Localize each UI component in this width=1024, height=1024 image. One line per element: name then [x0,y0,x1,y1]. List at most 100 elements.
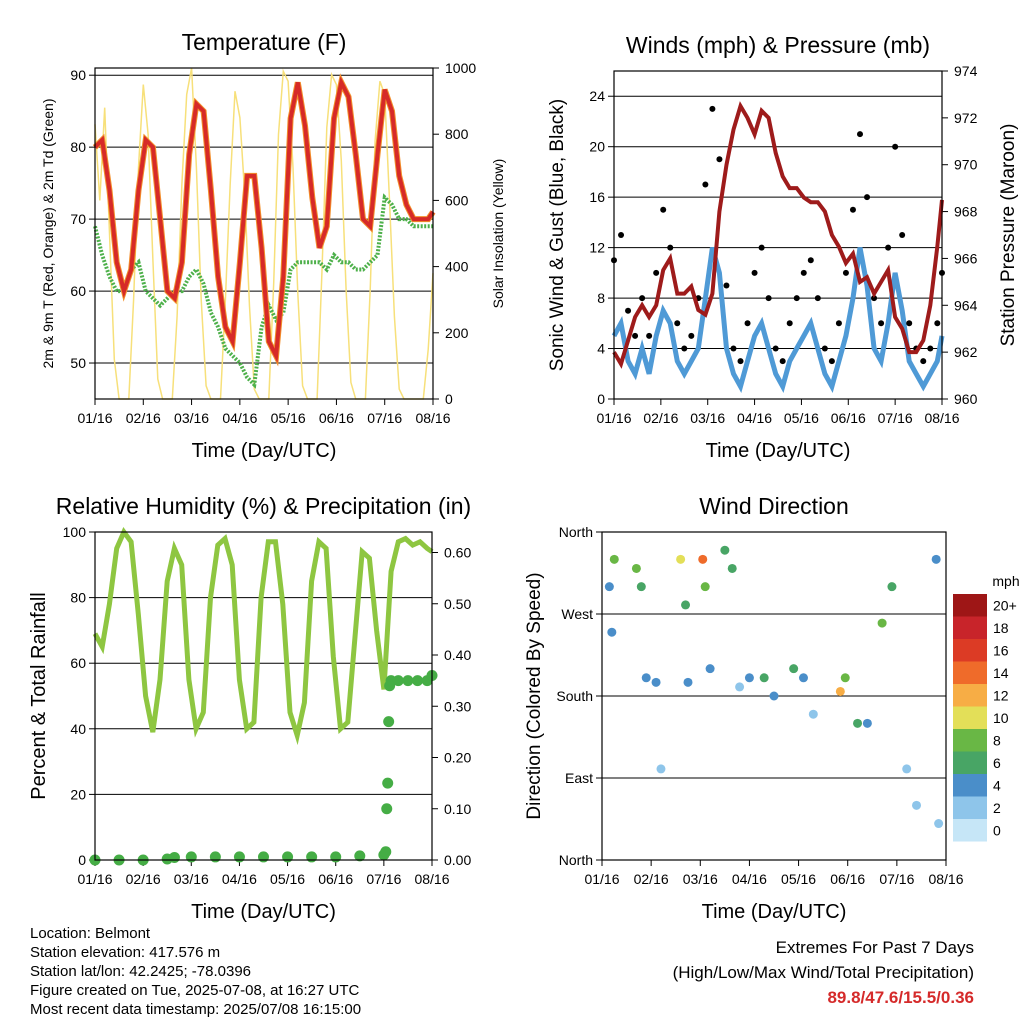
direction-point [705,664,715,674]
direction-point [744,673,754,683]
winds-xtick-label: 03/16 [690,410,725,426]
winds-xtick-label: 02/16 [643,410,678,426]
direction-chart: Wind Direction North East South West North 01/… [524,493,1020,923]
rain-point [402,675,414,687]
gust-point [639,295,646,302]
direction-ytick-label: West [561,606,593,622]
rain-point [209,851,221,863]
gust-point [702,181,709,188]
winds-ytick-label: 16 [589,189,605,205]
legend-label: 8 [993,732,1001,748]
extremes-value: 89.8/47.6/15.5/0.36 [827,988,974,1007]
legend-title: mph [992,573,1019,589]
gust-point [842,269,849,276]
direction-point [604,582,614,592]
legend-label: 10 [993,710,1009,726]
gust-point [667,244,674,251]
direction-plot-border [601,531,947,861]
legend-swatch [953,819,987,842]
extremes-title: Extremes For Past 7 Days [775,938,974,957]
gust-point [723,282,730,289]
temperature-chart: Temperature (F) 50 60 70 80 90 0 200 400 600 800 10… [40,29,506,462]
sonic-wind-series-line [611,246,945,393]
direction-xtick-label: 01/16 [584,871,619,887]
figure-created: Figure created on Tue, 2025-07-08, at 16… [30,982,360,999]
direction-point [934,819,944,829]
rain-point [168,851,180,863]
gust-point [821,345,828,352]
temperature-xtick-label: 04/16 [222,410,257,426]
gust-point [849,206,856,213]
rain-point [412,675,424,687]
legend-swatch [953,594,987,617]
winds-xtick-label: 06/16 [831,410,866,426]
gust-point [864,194,871,201]
legend-swatch [953,706,987,729]
gust-point [920,358,927,365]
winds-ylabel: Sonic Wind & Gust (Blue, Black) [547,99,568,371]
gust-point [871,295,878,302]
direction-xtick-label: 06/16 [830,871,865,887]
winds-xtick-label: 05/16 [784,410,819,426]
direction-point [683,677,693,687]
gust-point [857,131,863,138]
gust-point [892,143,899,150]
rain-point [383,716,395,728]
temperature-ytick-label: 50 [70,355,86,371]
direction-point [681,600,691,610]
gust-point [835,320,842,327]
temperature-ylabel: 2m & 9m T (Red, Orange) & 2m Td (Green) [40,99,56,369]
direction-point [609,554,619,564]
legend-label: 18 [993,620,1009,636]
rain-point [258,851,269,863]
humidity-xtick-label: 01/16 [77,871,112,887]
gust-point [632,332,639,339]
extremes-box: Extremes For Past 7 Days (High/Low/Max W… [673,935,974,1010]
humidity-y2tick-label: 0.10 [444,801,471,817]
legend-label: 14 [993,665,1009,681]
temperature-xtick-label: 06/16 [319,410,354,426]
winds-chart: Winds (mph) & Pressure (mb) 0 4 8 12 16 20 24 96… [547,32,1019,462]
humidity-y2tick-label: 0.40 [444,647,471,663]
humidity-ytick-label: 100 [63,524,87,540]
temperature-ytick-label: 80 [70,139,86,155]
direction-ytick-label: North [559,524,593,540]
gust-point [899,232,906,238]
legend-label: 20+ [993,597,1017,613]
direction-point [651,677,661,687]
humidity-ytick-label: 80 [70,590,86,606]
legend-label: 16 [993,642,1009,658]
gust-point [878,320,885,327]
gust-point [927,345,934,352]
legend-swatch [953,639,987,662]
rain-point [392,675,404,687]
gust-point [765,295,772,302]
gust-point [751,269,758,276]
temperature-xtick-label: 07/16 [367,410,402,426]
temperature-title: Temperature (F) [182,29,347,55]
direction-point [759,673,769,683]
winds-xtick-label: 08/16 [924,410,959,426]
direction-point [789,664,799,674]
legend-label: 12 [993,687,1009,703]
direction-point [840,673,850,683]
direction-point [887,582,897,592]
direction-xlabel: Time (Day/UTC) [702,901,847,923]
winds-ytick-label: 24 [589,88,605,104]
rain-point [354,850,366,862]
winds-xtick-label: 04/16 [737,410,772,426]
temperature-xtick-label: 01/16 [77,410,112,426]
gust-point [674,320,681,327]
temperature-y2tick-label: 800 [445,126,469,142]
temperature-y2tick-label: 600 [445,192,469,208]
temperature-ytick-label: 60 [70,283,86,299]
direction-point [912,800,922,810]
humidity-ylabel: Percent & Total Rainfall [28,592,50,800]
rain-point [233,851,245,863]
winds-plot-border [613,70,943,400]
station-elevation: Station elevation: 417.576 m [30,944,221,961]
direction-point [735,682,745,692]
gust-point [625,307,632,314]
temperature-plot-border [94,67,434,400]
humidity-y2tick-label: 0.60 [444,545,471,561]
